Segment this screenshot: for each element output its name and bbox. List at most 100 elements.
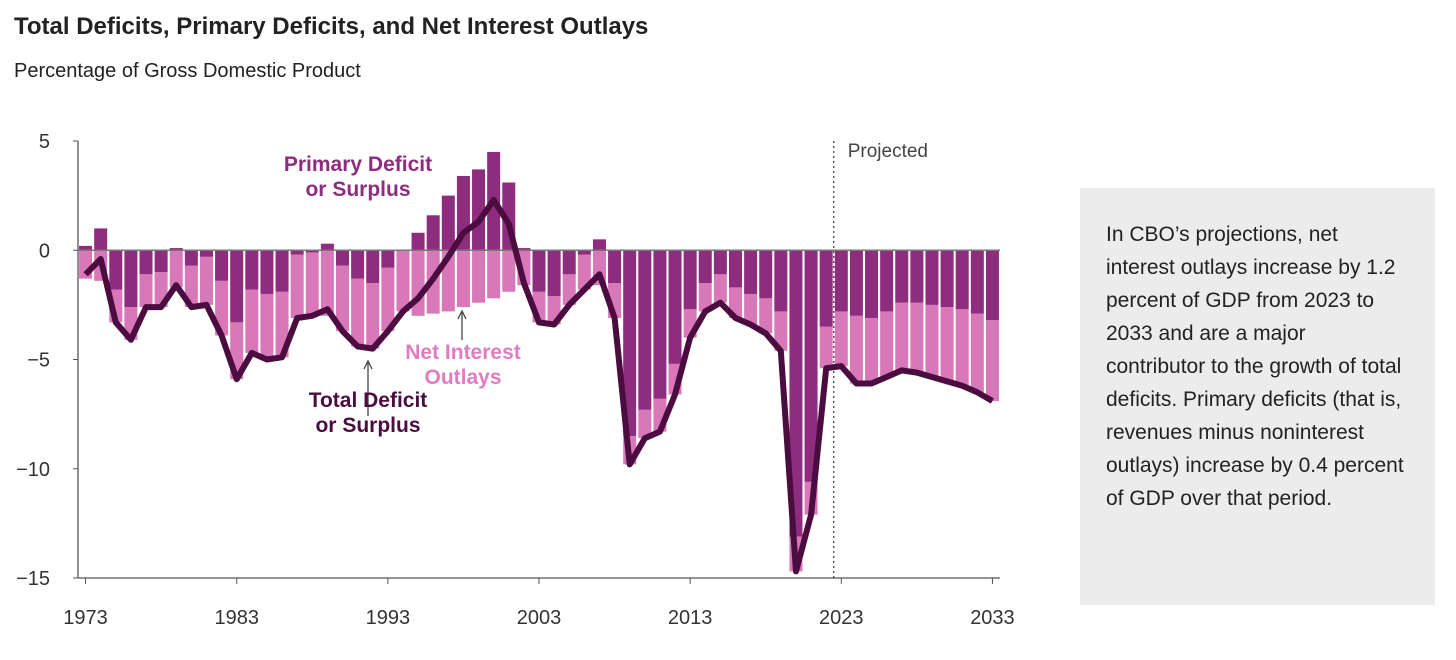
- y-tick-label: −5: [27, 350, 50, 372]
- interest-bar: [638, 409, 652, 439]
- primary-bar: [532, 250, 546, 292]
- primary-bar: [472, 169, 486, 251]
- primary-bar: [547, 250, 561, 297]
- interest-bar: [970, 313, 984, 393]
- interest-bar: [290, 254, 304, 318]
- interest-bar: [139, 274, 153, 308]
- primary-bar: [275, 250, 289, 292]
- interest-bar: [215, 280, 229, 336]
- primary-bar: [653, 250, 667, 399]
- primary-bar: [744, 250, 758, 294]
- x-tick-label: 2003: [517, 607, 562, 629]
- interest-bar: [199, 256, 213, 305]
- primary-bar: [305, 250, 319, 253]
- x-tick-label: 2013: [668, 607, 713, 629]
- interest-bar: [456, 250, 470, 308]
- primary-bar: [169, 248, 183, 251]
- primary-bar: [79, 245, 93, 251]
- primary-bar: [109, 250, 123, 290]
- x-tick-label: 1973: [63, 607, 108, 629]
- y-tick-label: 5: [39, 131, 50, 153]
- primary-bar: [804, 250, 818, 482]
- annotation-arrows: [363, 309, 467, 416]
- primary-bar: [336, 250, 350, 266]
- interest-bar: [713, 274, 727, 303]
- interest-bar: [79, 250, 93, 279]
- primary-bar: [698, 250, 712, 284]
- primary-bar: [940, 250, 954, 308]
- interest-bar: [169, 250, 183, 288]
- interest-bar: [880, 311, 894, 377]
- series-label: or Surplus: [305, 178, 410, 201]
- primary-bar: [381, 250, 395, 268]
- chart-title: Total Deficits, Primary Deficits, and Ne…: [14, 13, 648, 40]
- x-tick-label: 2023: [819, 607, 864, 629]
- primary-bar: [895, 250, 909, 303]
- primary-bar: [441, 195, 455, 251]
- interest-bar: [744, 293, 758, 325]
- primary-bar: [623, 250, 637, 436]
- primary-bar: [577, 250, 591, 255]
- interest-bar: [849, 315, 863, 384]
- primary-bar: [426, 215, 440, 251]
- series-label: Net Interest: [405, 341, 521, 364]
- x-tick-label: 1983: [214, 607, 259, 629]
- primary-bar: [351, 250, 365, 279]
- primary-bar: [910, 250, 924, 303]
- primary-bar: [683, 250, 697, 310]
- interest-bar: [562, 274, 576, 305]
- interest-bar: [774, 311, 788, 351]
- primary-bar: [774, 250, 788, 312]
- primary-bar: [849, 250, 863, 316]
- y-tick-label: −15: [16, 568, 50, 590]
- series-label: or Surplus: [315, 414, 420, 437]
- primary-bar: [955, 250, 969, 310]
- interest-bar: [728, 287, 742, 318]
- total-line: [83, 197, 994, 575]
- arrow-head: [363, 359, 373, 370]
- arrow-head: [457, 309, 467, 320]
- primary-bar: [320, 243, 334, 251]
- interest-bar: [834, 311, 848, 367]
- interest-bar: [759, 298, 773, 334]
- primary-bar: [230, 250, 244, 323]
- primary-bar: [819, 250, 833, 327]
- interest-bar: [260, 293, 274, 360]
- primary-bar: [834, 250, 848, 312]
- interest-bar: [698, 283, 712, 312]
- interest-bar: [910, 302, 924, 373]
- interest-bar: [305, 252, 319, 316]
- interest-bar: [366, 283, 380, 349]
- primary-bar: [517, 248, 531, 251]
- primary-bar: [245, 250, 259, 290]
- primary-bar: [985, 250, 999, 321]
- primary-bar: [728, 250, 742, 288]
- primary-bar: [880, 250, 894, 312]
- interest-bar: [925, 304, 939, 377]
- primary-bar: [925, 250, 939, 305]
- interest-bar: [472, 250, 486, 303]
- interest-bar: [396, 250, 410, 312]
- primary-bar: [970, 250, 984, 314]
- note-box: In CBO’s projections, net interest outla…: [1080, 188, 1435, 605]
- primary-bar: [668, 250, 682, 364]
- primary-bar: [290, 250, 304, 255]
- y-tick-label: 0: [39, 240, 50, 262]
- interest-bar: [184, 265, 198, 308]
- primary-bar: [865, 250, 879, 318]
- interest-bar: [940, 307, 954, 382]
- interest-bar: [320, 250, 334, 316]
- primary-bar: [199, 250, 213, 257]
- interest-bar: [245, 289, 259, 353]
- interest-bar: [502, 250, 516, 292]
- interest-bar: [955, 309, 969, 386]
- primary-bar: [94, 228, 108, 251]
- primary-bar: [411, 232, 425, 251]
- primary-bar: [124, 250, 138, 308]
- projection-label: Projected: [848, 141, 928, 162]
- interest-bar: [487, 250, 501, 299]
- chart-subtitle: Percentage of Gross Domestic Product: [14, 60, 361, 82]
- primary-bar: [592, 239, 606, 251]
- primary-bar: [638, 250, 652, 410]
